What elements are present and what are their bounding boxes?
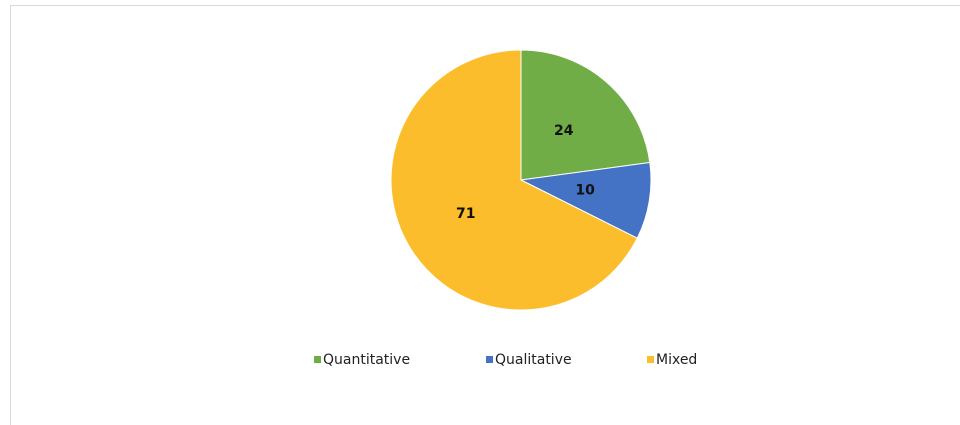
legend-label: Qualitative	[495, 352, 572, 368]
data-label: 71	[456, 206, 475, 222]
legend-label: Quantitative	[323, 352, 410, 368]
legend-label: Mixed	[656, 352, 697, 368]
pie-slice	[519, 161, 652, 239]
legend-swatch	[314, 356, 321, 363]
data-label: 24	[554, 123, 574, 139]
data-label: 10	[575, 183, 595, 199]
legend-swatch	[486, 356, 493, 363]
pie-slice	[520, 49, 651, 181]
pie-slice	[390, 49, 638, 311]
legend-swatch	[647, 356, 654, 363]
